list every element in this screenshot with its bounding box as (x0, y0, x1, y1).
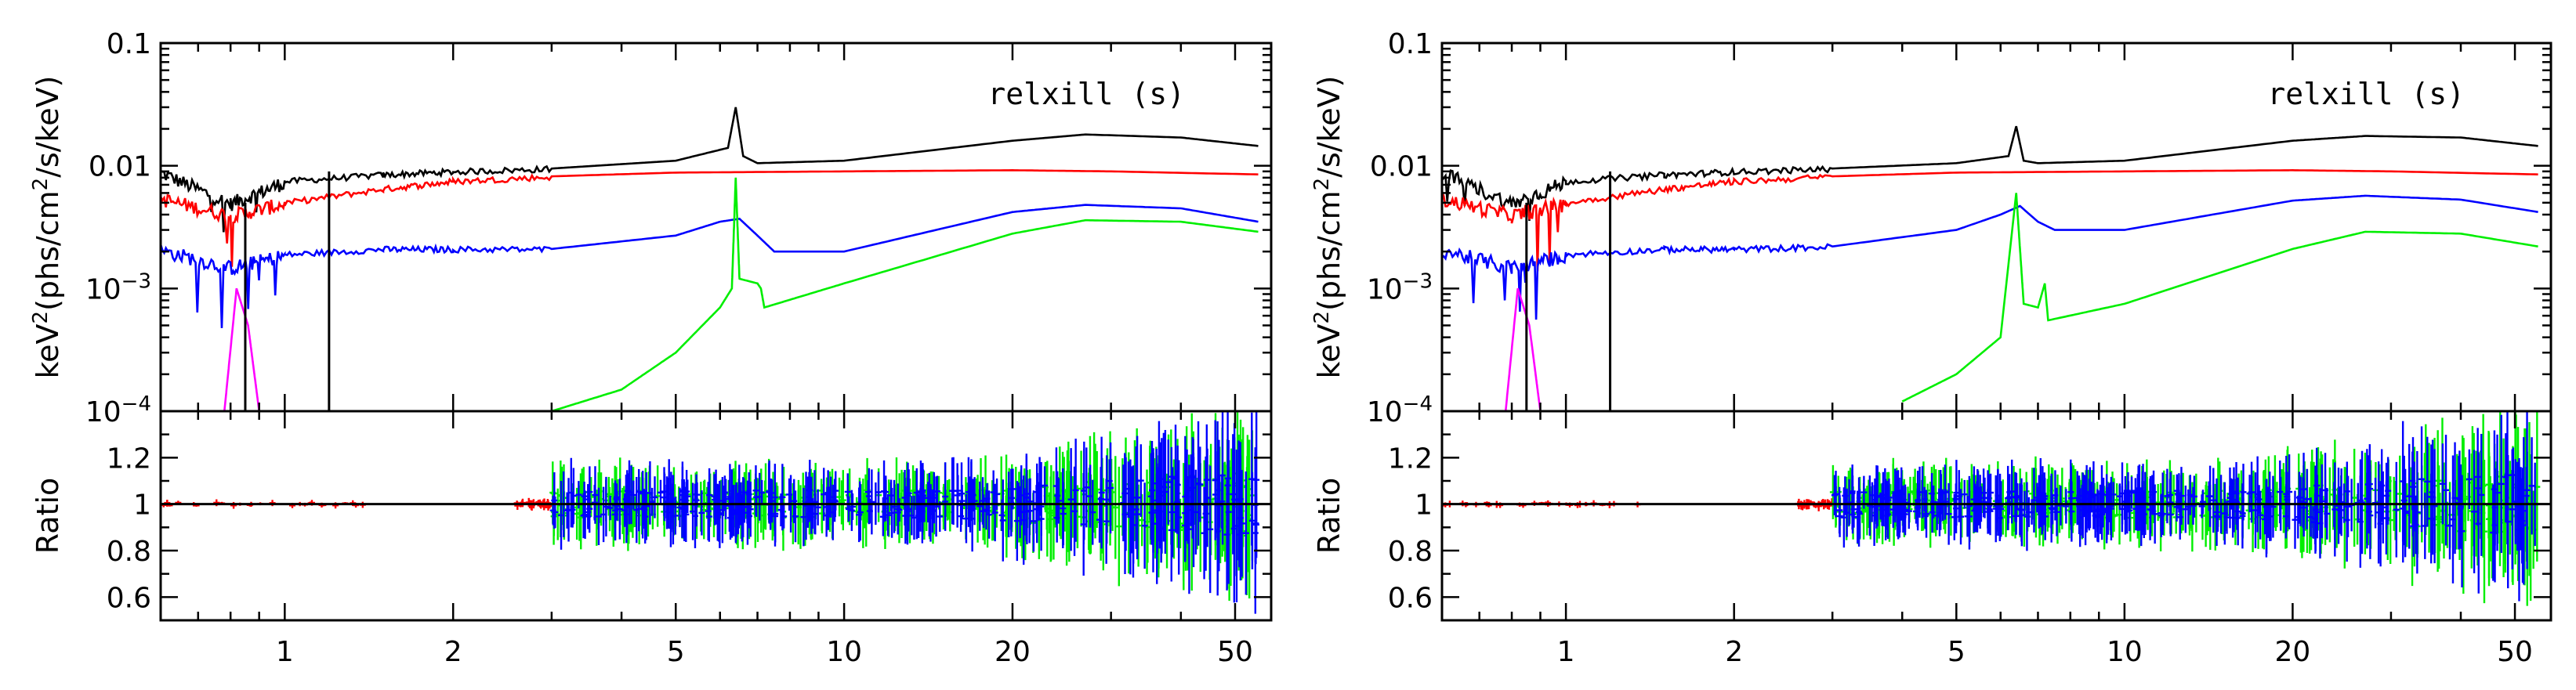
plot-frame (1440, 42, 2552, 622)
series-green (1901, 193, 2538, 403)
y-tick-label: 0.6 (1388, 582, 1433, 614)
y-tick-label: 10−4 (85, 392, 151, 428)
top-y-axis-label: keV2(phs/cm2/s/keV) (1310, 76, 1346, 379)
x-tick-label: 20 (995, 636, 1031, 668)
series-red (1442, 168, 2538, 272)
chart-panel-right: 1 2 5 10 20 50 0.1 0.01 10−3 10−4 0.6 0.8 1 1.2 keV2(p… (1310, 28, 2552, 668)
series-magenta (1504, 287, 1542, 411)
y-tick-label: 0.01 (89, 151, 151, 183)
y-tick-label: 1 (133, 490, 151, 522)
x-tick-label: 10 (826, 636, 862, 668)
x-tick-label: 20 (2275, 636, 2311, 668)
x-tick-label: 50 (2497, 636, 2533, 668)
top-plot-area (1442, 125, 2538, 411)
series-total (1442, 125, 2538, 221)
ratio-series-blue-ratio (549, 411, 1260, 614)
y-tick-label: 10−3 (85, 269, 151, 305)
top-y-axis-label: keV2(phs/cm2/s/keV) (29, 76, 65, 379)
y-tick-label: 0.8 (107, 536, 151, 568)
y-tick-label: 1.2 (1388, 443, 1433, 475)
y-tick-label: 0.1 (107, 28, 151, 60)
ratio-plot-area (161, 411, 1260, 614)
x-tick-label: 5 (667, 636, 685, 668)
series-total (161, 107, 1259, 233)
x-tick-label: 10 (2107, 636, 2143, 668)
y-tick-label: 1 (1415, 490, 1433, 522)
series-green (551, 177, 1259, 411)
chart-panel-left: 1 2 5 10 20 50 0.1 0.01 10−3 10−4 0.6 0.8 1 1.2 keV2(p… (29, 28, 1273, 668)
plot-frame (159, 42, 1273, 622)
y-tick-label: 1.2 (107, 443, 151, 475)
model-annotation: relxill (s) (987, 77, 1185, 111)
y-tick-label: 0.6 (107, 582, 151, 614)
y-tick-label: 0.8 (1388, 536, 1433, 568)
y-tick-label: 10−4 (1367, 392, 1433, 428)
ratio-series-blue-ratio (1831, 411, 2538, 601)
series-blue (1442, 194, 2538, 320)
bottom-y-axis-label: Ratio (31, 478, 65, 555)
x-tick-label: 2 (1725, 636, 1743, 668)
y-tick-label: 10−3 (1367, 269, 1433, 305)
bottom-y-axis-label: Ratio (1312, 478, 1346, 555)
top-plot-area (161, 107, 1259, 411)
x-tick-label: 50 (1217, 636, 1253, 668)
x-tick-label: 1 (276, 636, 294, 668)
x-tick-label: 1 (1557, 636, 1575, 668)
series-magenta (223, 287, 260, 411)
series-blue (161, 204, 1259, 328)
y-tick-label: 0.1 (1388, 28, 1433, 60)
x-tick-label: 2 (444, 636, 462, 668)
series-red (161, 168, 1259, 267)
model-annotation: relxill (s) (2267, 77, 2465, 111)
ratio-plot-area (1442, 411, 2541, 606)
y-tick-label: 0.01 (1370, 151, 1433, 183)
x-tick-label: 5 (1947, 636, 1966, 668)
